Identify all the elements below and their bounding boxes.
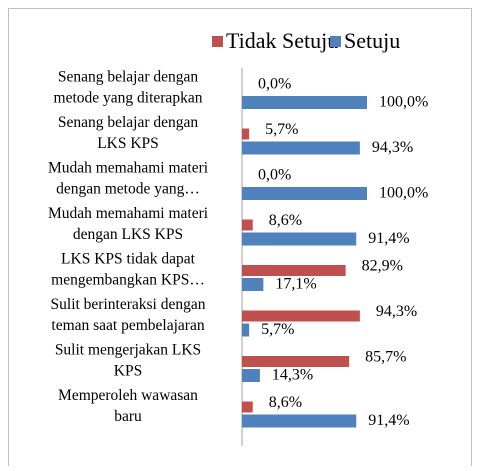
category-label: Sulit berinteraksi dengan — [51, 296, 206, 313]
bar — [242, 96, 367, 109]
category-label: Mudah memahami materi — [48, 205, 209, 222]
value-label: 14,3% — [272, 367, 313, 384]
value-label: 17,1% — [275, 276, 316, 293]
bar — [242, 141, 360, 155]
value-label: 100,0% — [379, 94, 428, 111]
category-label: Memperoleh wawasan — [58, 387, 198, 404]
bar — [242, 310, 360, 322]
value-label: 8,6% — [269, 212, 302, 229]
legend-label: Setuju — [344, 28, 400, 53]
value-label: 82,9% — [362, 258, 403, 275]
category-label: baru — [114, 408, 142, 425]
bar — [242, 265, 346, 276]
value-label: 91,4% — [368, 230, 409, 247]
category-label: Senang belajar dengan — [58, 69, 199, 86]
bar — [242, 356, 350, 367]
category-label: Sulit mengerjakan LKS — [55, 342, 201, 359]
value-label: 0,0% — [258, 76, 291, 93]
value-label: 94,3% — [372, 139, 413, 156]
category-label: KPS — [114, 363, 142, 380]
value-label: 5,7% — [261, 321, 294, 338]
value-label: 100,0% — [379, 185, 428, 202]
value-label: 0,0% — [258, 167, 291, 184]
bar — [242, 232, 357, 246]
category-label: dengan LKS KPS — [73, 226, 183, 243]
bar — [242, 278, 264, 291]
category-label: LKS KPS tidak dapat — [61, 251, 196, 268]
bar — [242, 369, 260, 382]
bar — [242, 401, 253, 413]
category-label: mengembangkan KPS… — [51, 272, 205, 289]
value-label: 91,4% — [368, 412, 409, 429]
value-label: 5,7% — [265, 121, 298, 138]
value-label: 94,3% — [376, 303, 417, 320]
value-label: 85,7% — [365, 349, 406, 366]
category-label: Mudah memahami materi — [48, 160, 209, 177]
bar — [242, 414, 357, 428]
category-label: Senang belajar dengan — [58, 114, 199, 131]
legend-swatch — [212, 36, 223, 47]
category-label: teman saat pembelajaran — [51, 317, 204, 334]
bar — [242, 187, 367, 200]
value-label: 8,6% — [269, 394, 302, 411]
legend-swatch — [330, 36, 341, 47]
bar — [242, 323, 250, 337]
category-label: LKS KPS — [97, 135, 159, 152]
bar — [242, 219, 253, 231]
category-label: dengan metode yang… — [56, 181, 200, 198]
legend-label: Tidak Setuju — [226, 28, 338, 53]
chart-border — [8, 8, 472, 471]
bar — [242, 128, 250, 140]
category-label: metode yang diterapkan — [54, 90, 203, 107]
